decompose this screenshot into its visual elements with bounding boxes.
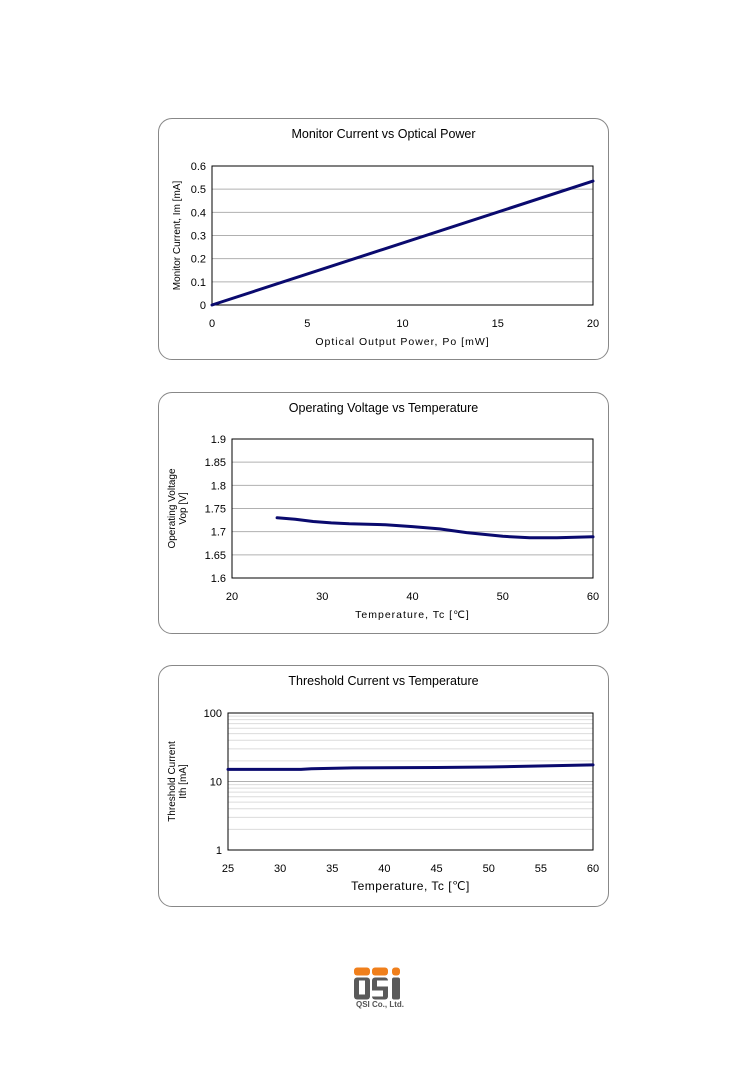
y-tick-label: 0.4 <box>191 207 206 219</box>
chart-title: Threshold Current vs Temperature <box>288 674 479 688</box>
x-tick-label: 60 <box>587 591 599 603</box>
plot-area <box>231 438 594 579</box>
y-tick-label: 0.6 <box>191 161 206 173</box>
y-tick-label: 1.9 <box>211 434 226 446</box>
y-tick-label: 1 <box>216 845 222 857</box>
x-tick-label: 60 <box>587 863 599 875</box>
x-tick-label: 20 <box>226 591 238 603</box>
series-line-vop <box>275 516 595 540</box>
y-axis-label: Operating Voltage <box>167 468 178 548</box>
y-axis-label: Vop [V] <box>178 492 189 524</box>
x-tick-label: 30 <box>274 863 286 875</box>
y-tick-label: 100 <box>204 708 222 720</box>
chart-panel-operating-voltage: Operating Voltage vs Temperature <box>158 392 609 634</box>
x-axis-label: Optical Output Power, Po [mW] <box>315 336 489 348</box>
chart-panel-threshold-current: Threshold Current vs Temperature <box>158 665 609 907</box>
y-tick-label: 1.65 <box>205 550 226 562</box>
y-tick-label: 1.6 <box>211 573 226 585</box>
x-tick-label: 50 <box>497 591 509 603</box>
x-tick-label: 10 <box>396 318 408 330</box>
x-tick-label: 45 <box>430 863 442 875</box>
x-tick-label: 0 <box>209 318 215 330</box>
plot-area <box>227 712 594 851</box>
y-tick-label: 1.75 <box>205 504 226 516</box>
x-tick-label: 40 <box>406 591 418 603</box>
y-tick-label: 1.85 <box>205 457 226 469</box>
y-axis-label: Threshold Current <box>167 741 178 822</box>
y-tick-label: 1.7 <box>211 527 226 539</box>
x-tick-label: 25 <box>222 863 234 875</box>
x-tick-label: 55 <box>535 863 547 875</box>
chart-panel-monitor-current: Monitor Current vs Optical Power <box>158 118 609 360</box>
qsi-logo-icon <box>354 967 400 1000</box>
y-tick-label: 0.2 <box>191 254 206 266</box>
y-tick-label: 0.1 <box>191 277 206 289</box>
x-tick-label: 20 <box>587 318 599 330</box>
chart-title: Operating Voltage vs Temperature <box>288 401 479 415</box>
x-tick-label: 5 <box>304 318 310 330</box>
x-axis-label: Temperature, Tc [℃] <box>355 609 470 621</box>
x-tick-label: 50 <box>483 863 495 875</box>
x-tick-label: 40 <box>378 863 390 875</box>
series-line-ith <box>226 763 595 771</box>
x-tick-label: 30 <box>316 591 328 603</box>
plot-area <box>211 165 594 306</box>
y-tick-label: 0.5 <box>191 184 206 196</box>
y-tick-label: 10 <box>210 777 222 789</box>
y-tick-label: 1.8 <box>211 480 226 492</box>
x-tick-label: 15 <box>492 318 504 330</box>
y-tick-label: 0 <box>200 300 206 312</box>
company-name: QSI Co., Ltd. <box>356 1000 404 1009</box>
series-line-im <box>210 179 595 307</box>
y-axis-label: Ith [mA] <box>178 764 189 799</box>
y-tick-label: 0.3 <box>191 231 206 243</box>
y-axis-label: Monitor Current, Im [mA] <box>172 181 183 291</box>
chart-title: Monitor Current vs Optical Power <box>291 127 476 141</box>
x-axis-label: Temperature, Tc [℃] <box>351 879 470 893</box>
x-tick-label: 35 <box>326 863 338 875</box>
